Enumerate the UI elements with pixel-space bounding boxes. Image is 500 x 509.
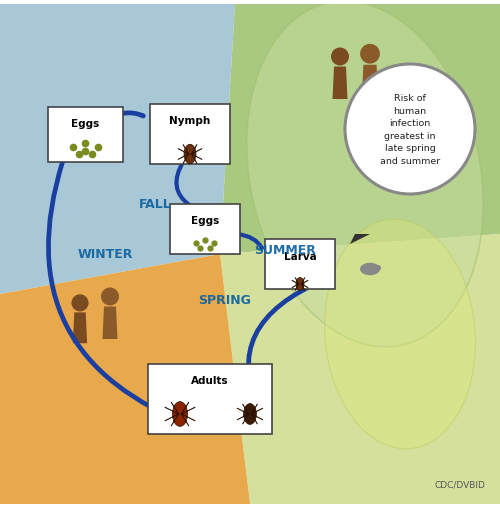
Text: Adults: Adults xyxy=(191,376,229,386)
Ellipse shape xyxy=(324,220,476,449)
Polygon shape xyxy=(220,5,500,254)
Circle shape xyxy=(375,266,381,271)
Text: Eggs: Eggs xyxy=(71,119,99,129)
Polygon shape xyxy=(220,235,500,504)
Text: Larva: Larva xyxy=(284,251,316,261)
FancyArrowPatch shape xyxy=(248,286,312,422)
Polygon shape xyxy=(332,67,347,100)
Polygon shape xyxy=(73,313,87,344)
FancyBboxPatch shape xyxy=(265,240,335,290)
FancyArrowPatch shape xyxy=(176,162,190,206)
Ellipse shape xyxy=(172,402,188,427)
Polygon shape xyxy=(362,66,378,101)
FancyArrowPatch shape xyxy=(48,162,198,428)
FancyBboxPatch shape xyxy=(150,105,230,165)
Text: CDC/DVBID: CDC/DVBID xyxy=(434,480,485,489)
Polygon shape xyxy=(0,254,250,504)
Circle shape xyxy=(360,45,380,65)
Text: WINTER: WINTER xyxy=(78,248,132,261)
Ellipse shape xyxy=(247,2,483,347)
Text: SUMMER: SUMMER xyxy=(254,243,316,256)
Ellipse shape xyxy=(360,263,380,276)
Polygon shape xyxy=(0,5,235,294)
Ellipse shape xyxy=(296,278,304,291)
Ellipse shape xyxy=(184,145,196,164)
FancyArrowPatch shape xyxy=(108,114,143,119)
Circle shape xyxy=(345,65,475,194)
FancyBboxPatch shape xyxy=(170,205,240,254)
FancyBboxPatch shape xyxy=(148,364,272,434)
Polygon shape xyxy=(350,235,370,244)
FancyBboxPatch shape xyxy=(48,107,122,162)
Text: SPRING: SPRING xyxy=(198,293,252,306)
Ellipse shape xyxy=(244,404,256,425)
Circle shape xyxy=(101,288,119,306)
Text: Risk of
human
infection
greatest in
late spring
and summer: Risk of human infection greatest in late… xyxy=(380,94,440,165)
Circle shape xyxy=(72,295,88,312)
Text: FALL: FALL xyxy=(138,198,172,211)
Polygon shape xyxy=(102,307,118,340)
Circle shape xyxy=(331,48,349,66)
Text: Nymph: Nymph xyxy=(170,116,210,126)
Text: Eggs: Eggs xyxy=(191,216,219,226)
FancyArrowPatch shape xyxy=(238,235,262,248)
